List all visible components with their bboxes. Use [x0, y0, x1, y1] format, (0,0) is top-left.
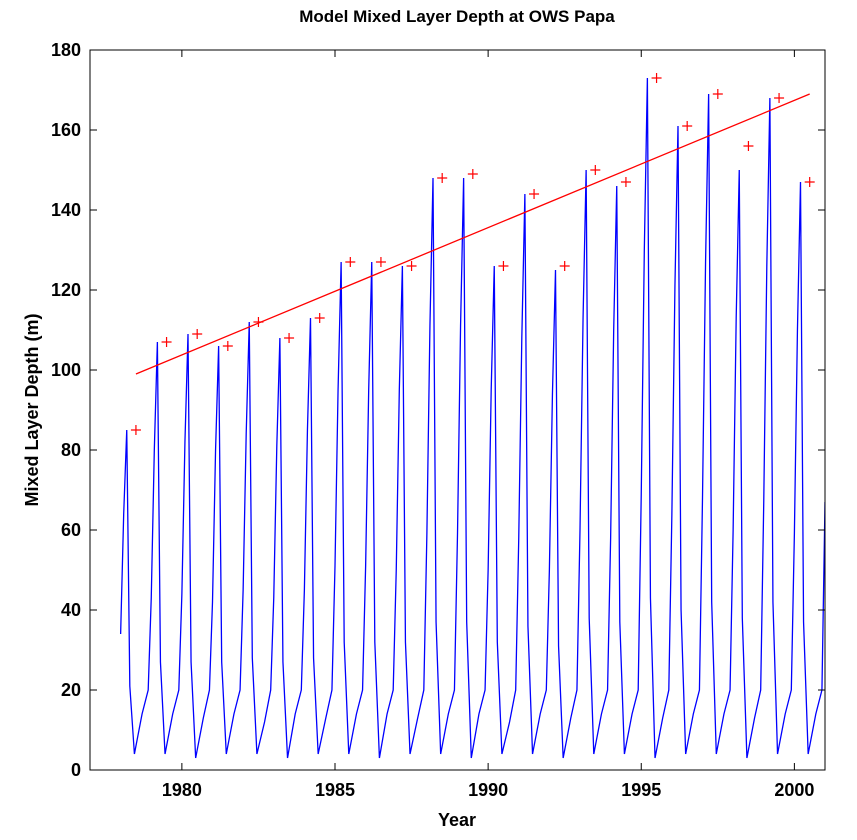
x-tick-label: 1985	[315, 780, 355, 800]
y-axis-label: Mixed Layer Depth (m)	[22, 313, 42, 506]
marker	[284, 333, 295, 343]
marker	[467, 169, 478, 179]
marker	[804, 177, 815, 187]
marker	[712, 89, 723, 99]
marker	[590, 165, 601, 175]
y-tick-label: 60	[61, 520, 81, 540]
data-line	[119, 77, 825, 759]
y-tick-label: 140	[51, 200, 81, 220]
marker	[192, 329, 203, 339]
marker	[375, 257, 386, 267]
marker	[559, 261, 570, 271]
y-tick-label: 20	[61, 680, 81, 700]
marker	[345, 257, 356, 267]
marker	[406, 261, 417, 271]
x-tick-label: 1990	[468, 780, 508, 800]
marker	[651, 73, 662, 83]
marker	[130, 425, 141, 435]
y-tick-label: 0	[71, 760, 81, 780]
y-tick-label: 160	[51, 120, 81, 140]
x-axis-label: Year	[438, 810, 476, 830]
x-tick-label: 1995	[621, 780, 661, 800]
marker	[314, 313, 325, 323]
marker	[774, 93, 785, 103]
data-line	[135, 93, 810, 375]
marker	[437, 173, 448, 183]
chart-title: Model Mixed Layer Depth at OWS Papa	[299, 7, 615, 26]
y-tick-label: 120	[51, 280, 81, 300]
marker	[620, 177, 631, 187]
marker	[498, 261, 509, 271]
y-tick-label: 100	[51, 360, 81, 380]
x-tick-label: 2000	[774, 780, 814, 800]
plot-frame	[89, 49, 826, 771]
marker	[161, 337, 172, 347]
marker	[743, 141, 754, 151]
y-tick-label: 80	[61, 440, 81, 460]
marker	[682, 121, 693, 131]
marker	[529, 189, 540, 199]
y-tick-label: 40	[61, 600, 81, 620]
y-tick-label: 180	[51, 40, 81, 60]
marker	[222, 341, 233, 351]
x-tick-label: 1980	[162, 780, 202, 800]
